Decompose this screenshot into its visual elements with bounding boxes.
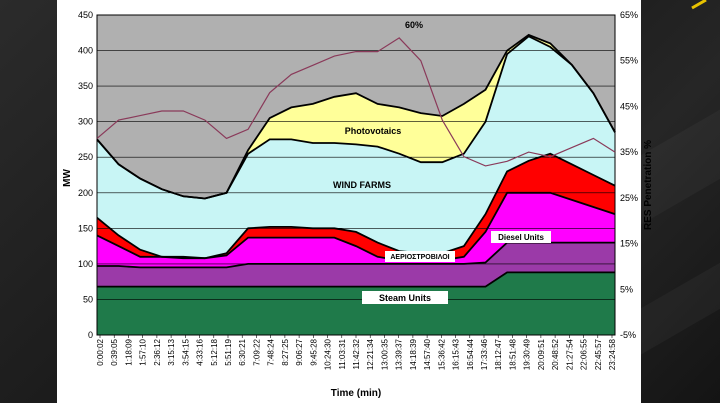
x-tick-label: 8:27:25 <box>281 338 290 365</box>
x-tick-label: 20:48:52 <box>551 338 560 370</box>
x-tick-label: 14:18:39 <box>409 338 418 370</box>
y2-tick-label: 35% <box>620 147 638 157</box>
x-tick-label: 12:21:34 <box>366 338 375 370</box>
y-tick-label: 300 <box>78 117 93 127</box>
x-tick-label: 5:12:18 <box>210 338 219 365</box>
x-tick-label: 1:18:09 <box>124 338 133 365</box>
res-peak-label: 60% <box>405 20 423 30</box>
y-axis-right: -5% 5% 15% 25% 35% 45% 55% 65% <box>620 10 638 340</box>
x-tick-label: 15:36:42 <box>437 338 446 370</box>
series-line <box>96 33 616 200</box>
label-steam-units: Steam Units <box>379 293 431 303</box>
x-axis-label: Time (min) <box>331 388 381 399</box>
y-axis-label: MW <box>62 169 73 187</box>
x-tick-label: 16:54:44 <box>466 338 475 370</box>
x-tick-label: 10:24:30 <box>324 338 333 370</box>
x-tick-label: 7:09:22 <box>252 338 261 365</box>
x-tick-label: 16:15:43 <box>452 338 461 370</box>
y-tick-label: 450 <box>78 10 93 20</box>
y2-tick-label: 15% <box>620 239 638 249</box>
y-tick-label: 400 <box>78 46 93 56</box>
x-axis: 0:00:02 0:39:05 1:18:09 1:57:10 2:36:12 3:15:… <box>96 335 617 370</box>
y-tick-label: 0 <box>88 330 93 340</box>
x-tick-label: 1:57:10 <box>139 338 148 365</box>
y2-tick-label: 25% <box>620 193 638 203</box>
x-tick-label: 0:00:02 <box>96 338 105 365</box>
x-tick-label: 22:06:55 <box>580 338 589 370</box>
x-tick-label: 2:36:12 <box>153 338 162 365</box>
x-tick-label: 4:33:16 <box>196 338 205 365</box>
label-steam-box <box>362 291 448 304</box>
x-tick-label: 11:42:32 <box>352 338 361 369</box>
y2-tick-label: 65% <box>620 10 638 20</box>
y-tick-label: 350 <box>78 81 93 91</box>
y-tick-label: 250 <box>78 152 93 162</box>
y2-tick-label: 5% <box>620 284 633 294</box>
y-tick-label: 150 <box>78 223 93 233</box>
label-gas-box <box>385 251 455 262</box>
y2-tick-label: -5% <box>620 330 636 340</box>
x-tick-label: 7:48:24 <box>267 338 276 365</box>
x-tick-label: 18:51:48 <box>508 338 517 370</box>
y-tick-label: 50 <box>83 294 93 304</box>
x-tick-label: 5:51:19 <box>224 338 233 365</box>
y-axis-left: 0 50 100 150 200 250 300 350 400 450 <box>78 10 93 340</box>
x-tick-label: 19:30:49 <box>523 338 532 370</box>
x-tick-label: 23:24:58 <box>608 338 617 370</box>
label-wind-farms: WIND FARMS <box>333 180 391 190</box>
label-diesel-units: Diesel Units <box>498 233 544 242</box>
y-tick-label: 200 <box>78 188 93 198</box>
x-tick-label: 9:06:27 <box>295 338 304 365</box>
gridlines <box>96 14 616 336</box>
x-tick-label: 3:54:15 <box>181 338 190 365</box>
label-photovoltaics: Photovotaics <box>345 126 402 136</box>
series-line <box>97 271 615 288</box>
x-tick-label: 18:12:47 <box>494 338 503 370</box>
x-tick-label: 6:30:21 <box>238 338 247 365</box>
accent-mark <box>691 0 707 10</box>
x-tick-label: 9:45:28 <box>309 338 318 365</box>
y-tick-label: 100 <box>78 259 93 269</box>
y2-tick-label: 45% <box>620 101 638 111</box>
x-tick-label: 13:39:37 <box>395 338 404 370</box>
x-tick-label: 11:03:31 <box>338 338 347 369</box>
series-area <box>97 272 615 335</box>
res-penetration-line <box>96 37 616 167</box>
label-gas-turbines: ΑΕΡΙΟΣΤΡΟΒΙΛΟΙ <box>390 254 449 261</box>
series-line <box>96 191 616 262</box>
x-tick-label: 17:33:46 <box>480 338 489 370</box>
y2-axis-label: RES Penetration % <box>643 140 654 230</box>
x-tick-label: 20:09:51 <box>537 338 546 370</box>
y2-tick-label: 55% <box>620 56 638 66</box>
x-tick-label: 3:15:13 <box>167 338 176 365</box>
x-tick-label: 22:45:57 <box>594 338 603 370</box>
x-tick-label: 0:39:05 <box>110 338 119 365</box>
x-tick-label: 14:57:40 <box>423 338 432 370</box>
x-tick-label: 13:00:35 <box>380 338 389 370</box>
series-line <box>96 152 616 260</box>
label-diesel-box <box>491 231 551 243</box>
x-tick-label: 21:27:54 <box>565 338 574 370</box>
